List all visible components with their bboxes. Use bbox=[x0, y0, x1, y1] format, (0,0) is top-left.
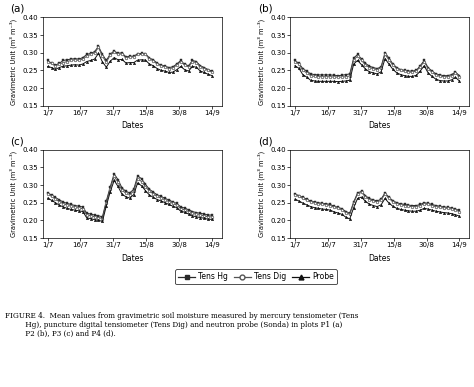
Y-axis label: Gravimetric Unit (m³ m⁻³): Gravimetric Unit (m³ m⁻³) bbox=[257, 19, 264, 104]
X-axis label: Dates: Dates bbox=[121, 122, 144, 130]
Y-axis label: Gravimetric Unit (m³ m⁻³): Gravimetric Unit (m³ m⁻³) bbox=[9, 19, 17, 104]
Legend: Tens Hg, Tens Dig, Probe: Tens Hg, Tens Dig, Probe bbox=[175, 269, 337, 284]
Text: (b): (b) bbox=[258, 4, 273, 14]
X-axis label: Dates: Dates bbox=[121, 254, 144, 263]
Text: (d): (d) bbox=[258, 136, 273, 146]
X-axis label: Dates: Dates bbox=[368, 122, 391, 130]
Text: (a): (a) bbox=[10, 4, 25, 14]
Text: (c): (c) bbox=[10, 136, 24, 146]
Y-axis label: Gravimetric Unit (m³ m⁻³): Gravimetric Unit (m³ m⁻³) bbox=[9, 151, 17, 237]
Text: FIGURE 4.  Mean values from gravimetric soil moisture measured by mercury tensio: FIGURE 4. Mean values from gravimetric s… bbox=[5, 312, 358, 338]
Y-axis label: Gravimetric Unit (m³ m⁻³): Gravimetric Unit (m³ m⁻³) bbox=[257, 151, 264, 237]
X-axis label: Dates: Dates bbox=[368, 254, 391, 263]
